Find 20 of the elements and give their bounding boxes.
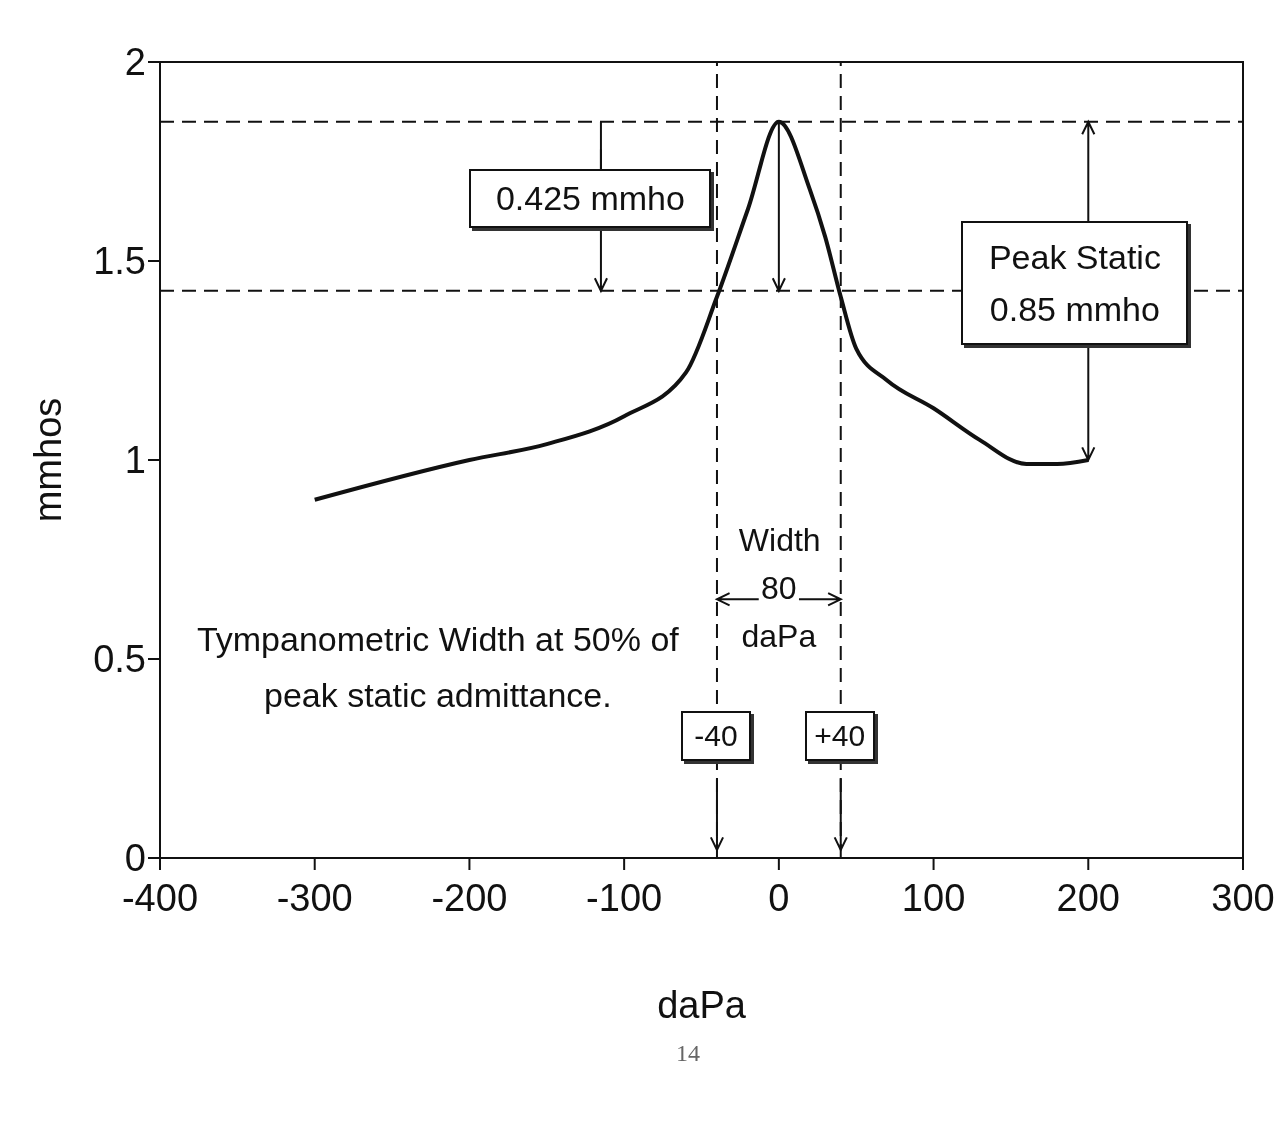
y-axis-title: mmhos — [27, 397, 70, 523]
x-tick-label: 300 — [1211, 876, 1275, 919]
text: 14 — [676, 1040, 700, 1067]
y-tick-label: 1.5 — [93, 240, 146, 283]
x-tick-label: -300 — [276, 876, 353, 919]
x-tick-label: 0 — [768, 876, 790, 919]
x-tick-label: 100 — [901, 876, 966, 919]
annotation: Width 80 daPa — [738, 520, 821, 656]
y-tick-label: 0.5 — [93, 638, 146, 681]
annotation: Tympanometric Width at 50% of peak static admittance. — [195, 619, 680, 717]
annotation: 0.425 mmho — [469, 169, 712, 229]
ref-line-label: +40 — [804, 710, 875, 761]
ref-line-label: -40 — [680, 710, 751, 761]
x-tick-label: 200 — [1056, 876, 1120, 919]
y-tick-label: 1 — [124, 439, 146, 482]
x-axis-title: daPa — [657, 984, 747, 1026]
x-tick-label: -100 — [586, 876, 663, 919]
x-tick-label: -200 — [431, 876, 508, 919]
y-tick-label: 2 — [124, 41, 146, 84]
annotation: Peak Static 0.85 mmho — [961, 221, 1189, 346]
